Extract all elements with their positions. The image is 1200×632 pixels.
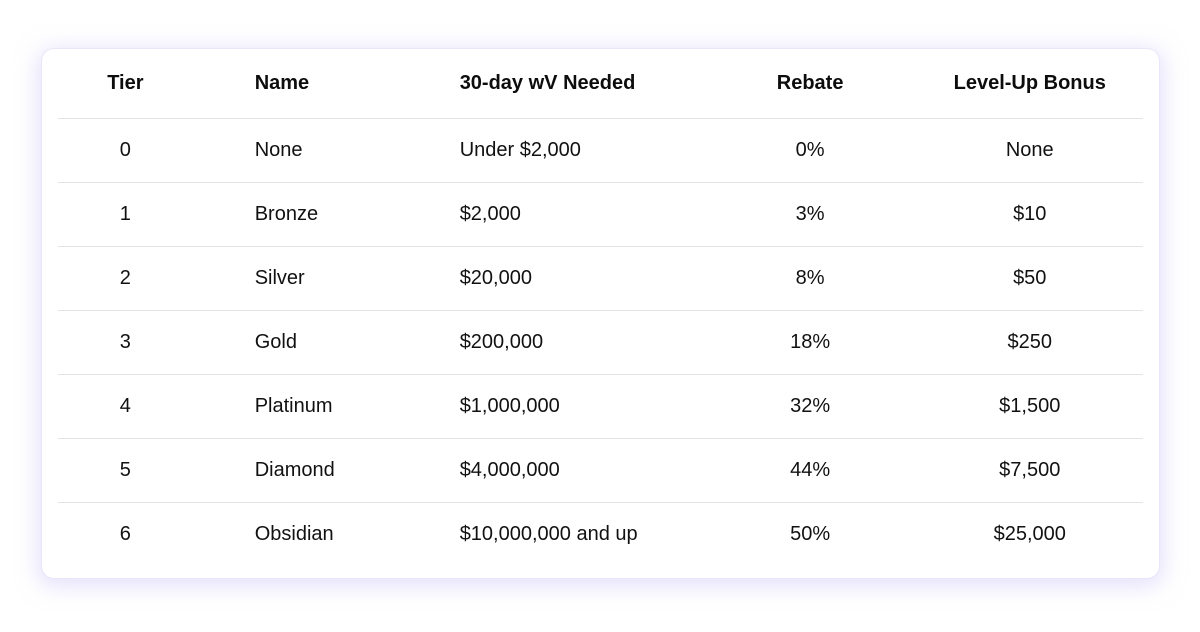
cell-name: Silver — [254, 267, 305, 289]
cell-tier: 0 — [119, 139, 131, 161]
table-row: 1 Bronze $2,000 3% $10 — [58, 183, 1143, 247]
header-name: Name — [254, 72, 310, 94]
cell-level-up-bonus: $7,500 — [999, 459, 1061, 481]
cell-rebate: 8% — [795, 267, 825, 289]
header-rebate: Rebate — [776, 72, 844, 94]
cell-level-up-bonus: $250 — [1007, 331, 1053, 353]
table-row: 4 Platinum $1,000,000 32% $1,500 — [58, 375, 1143, 439]
cell-rebate: 50% — [790, 523, 831, 545]
cell-rebate: 18% — [790, 331, 831, 353]
table-row: 0 None Under $2,000 0% None — [58, 119, 1143, 183]
cell-tier: 3 — [119, 331, 131, 353]
cell-rebate: 0% — [795, 139, 825, 161]
table-row: 5 Diamond $4,000,000 44% $7,500 — [58, 439, 1143, 503]
header-level-up-bonus: Level-Up Bonus — [953, 72, 1106, 94]
cell-tier: 6 — [119, 523, 131, 545]
cell-wv-needed: $200,000 — [459, 331, 544, 353]
cell-name: Diamond — [254, 459, 335, 481]
tier-table-card: Tier Name 30-day wV Needed Rebate Level-… — [42, 49, 1159, 578]
cell-tier: 5 — [119, 459, 131, 481]
cell-rebate: 32% — [790, 395, 831, 417]
cell-wv-needed: $20,000 — [459, 267, 532, 289]
cell-level-up-bonus: $1,500 — [999, 395, 1061, 417]
table-row: 2 Silver $20,000 8% $50 — [58, 247, 1143, 311]
cell-wv-needed: $1,000,000 — [459, 395, 560, 417]
cell-rebate: 3% — [795, 203, 825, 225]
cell-wv-needed: $10,000,000 and up — [459, 523, 638, 545]
header-wv-needed: 30-day wV Needed — [459, 72, 636, 94]
table-row: 6 Obsidian $10,000,000 and up 50% $25,00… — [58, 503, 1143, 566]
cell-wv-needed: $4,000,000 — [459, 459, 560, 481]
cell-name: Obsidian — [254, 523, 334, 545]
header-tier: Tier — [107, 72, 144, 94]
cell-name: Bronze — [254, 203, 319, 225]
table-header-row: Tier Name 30-day wV Needed Rebate Level-… — [58, 49, 1143, 119]
cell-tier: 4 — [119, 395, 131, 417]
table-row: 3 Gold $200,000 18% $250 — [58, 311, 1143, 375]
cell-level-up-bonus: $50 — [1013, 267, 1047, 289]
cell-rebate: 44% — [790, 459, 831, 481]
cell-level-up-bonus: None — [1005, 139, 1054, 161]
cell-tier: 2 — [119, 267, 131, 289]
cell-name: Platinum — [254, 395, 333, 417]
cell-level-up-bonus: $10 — [1013, 203, 1047, 225]
cell-name: None — [254, 139, 303, 161]
tier-table: Tier Name 30-day wV Needed Rebate Level-… — [58, 49, 1143, 566]
cell-level-up-bonus: $25,000 — [993, 523, 1066, 545]
cell-wv-needed: Under $2,000 — [459, 139, 581, 161]
cell-name: Gold — [254, 331, 297, 353]
cell-wv-needed: $2,000 — [459, 203, 521, 225]
cell-tier: 1 — [119, 203, 131, 225]
